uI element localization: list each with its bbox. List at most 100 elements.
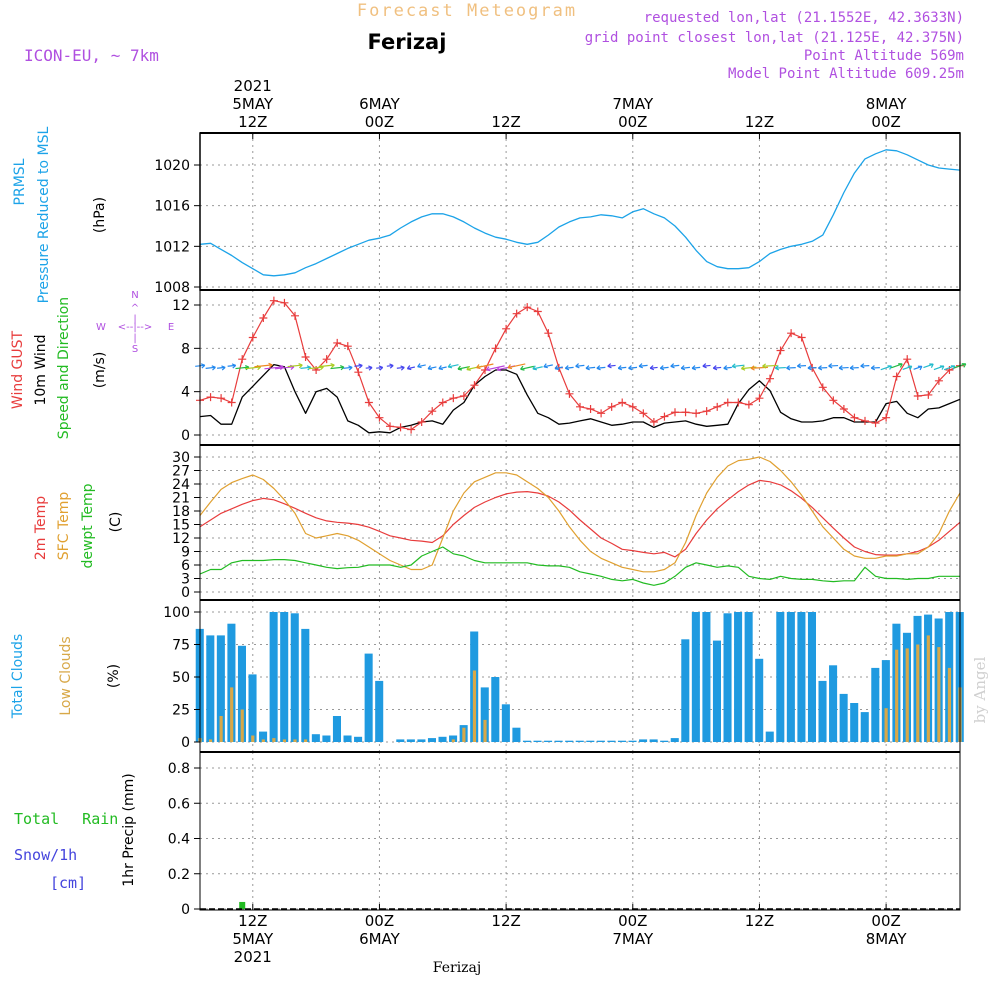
wind-dir-arrowhead xyxy=(929,363,934,368)
y-tick-label: 0 xyxy=(181,735,190,751)
wind-dir-arrowhead xyxy=(628,365,633,371)
gust-marker xyxy=(291,311,299,320)
gust-marker xyxy=(766,374,774,383)
gust-marker xyxy=(861,416,869,425)
wind-dir-arrowhead xyxy=(723,365,728,371)
wind-dir-arrow xyxy=(543,364,553,368)
wind-dir-arrow xyxy=(300,366,311,369)
footer-location: Ferizaj xyxy=(433,960,481,976)
gust-marker xyxy=(723,398,732,407)
wind-dir-arrowhead xyxy=(898,363,903,368)
gust-marker xyxy=(459,392,468,400)
panel-frame xyxy=(199,444,961,601)
wind-dir-arrowhead xyxy=(298,362,303,369)
wind-dir-arrowhead xyxy=(368,365,373,371)
y-tick-label: 1016 xyxy=(154,199,190,215)
total-clouds-bar xyxy=(807,612,816,742)
wind-dir-arrow xyxy=(775,366,786,369)
wind-dir-arrowhead xyxy=(691,365,697,371)
total-clouds-bar xyxy=(522,740,531,742)
total-clouds-bar xyxy=(290,613,299,742)
pressure-label-2: Pressure Reduced to MSL xyxy=(36,126,52,303)
gust-marker xyxy=(544,329,553,338)
wind-dir-arrowhead xyxy=(496,366,502,372)
total-clouds-label: Total Clouds xyxy=(10,634,26,719)
wind-dir-arrow xyxy=(244,366,261,370)
total-clouds-bar xyxy=(501,704,510,742)
gust-marker xyxy=(681,408,690,417)
gust-marker xyxy=(755,394,764,403)
y-tick-label: 4 xyxy=(181,385,190,401)
wind-dir-arrow xyxy=(596,366,606,369)
wind-dir-arrowhead xyxy=(457,365,463,371)
gust-marker xyxy=(797,333,806,342)
total-clouds-bar xyxy=(269,612,278,742)
wind-dir-arrow xyxy=(702,364,711,367)
wind-dir-arrow xyxy=(318,364,335,368)
total-clouds-bar xyxy=(544,740,553,742)
wind-speed-line xyxy=(199,363,961,434)
wind-dir-arrowhead xyxy=(417,363,422,369)
x-tick-label-top: 7MAY xyxy=(612,95,654,113)
wind-dir-arrow xyxy=(565,366,574,369)
total-clouds-bar xyxy=(765,731,774,742)
gust-marker xyxy=(924,390,933,399)
wind-dir-arrow xyxy=(476,363,494,369)
wind-dir-arrowhead xyxy=(466,365,471,371)
gust-marker xyxy=(839,405,848,413)
low-clouds-bar xyxy=(272,738,276,742)
wind-dir-arrowhead xyxy=(476,364,481,370)
total-clouds-bar xyxy=(617,740,626,742)
pressure-unit: (hPa) xyxy=(92,197,108,233)
wind-dir-arrowhead xyxy=(849,365,854,371)
total-clouds-bar xyxy=(280,612,289,742)
rain-label: Total Rain xyxy=(14,810,118,828)
wind-dir-arrowhead xyxy=(786,365,791,371)
total-clouds-bar xyxy=(343,735,352,742)
low-clouds-bar xyxy=(303,739,308,742)
total-clouds-bar xyxy=(860,712,869,742)
y-tick-label: 27 xyxy=(172,464,190,480)
y-tick-label: 1020 xyxy=(154,158,190,174)
gust-marker xyxy=(523,303,532,312)
x-tick-label-top: 6MAY xyxy=(359,95,401,113)
y-tick-label: 25 xyxy=(172,703,190,719)
gust-marker xyxy=(248,333,257,342)
wind-dir-arrow xyxy=(264,366,284,370)
axes-layer: 1008101210161020048120369121518212427300… xyxy=(154,77,907,966)
dewpt-label: dewpt Temp xyxy=(80,483,96,568)
svg-text:^: ^ xyxy=(131,303,139,314)
gust-marker xyxy=(882,413,891,422)
x-tick-label-bottom: 12Z xyxy=(238,912,267,930)
total-clouds-bar xyxy=(786,612,795,742)
info-line-1: grid point closest lon,lat (21.125E, 42.… xyxy=(585,30,964,46)
total-clouds-bar xyxy=(438,736,447,742)
wind-dir-arrow xyxy=(227,364,236,367)
gust-marker xyxy=(438,398,447,407)
wind-dir-arrowhead xyxy=(870,365,876,371)
gust-marker xyxy=(280,298,289,307)
low-clouds-label: Low Clouds xyxy=(58,636,74,715)
wind-dir-arrowhead xyxy=(774,365,780,371)
gust-marker xyxy=(671,408,679,417)
x-tick-label-bottom: 12Z xyxy=(745,912,774,930)
wind-dir-arrow xyxy=(354,364,363,367)
svg-text:|: | xyxy=(133,314,136,325)
wind-dir-arrow xyxy=(670,364,680,367)
wind-label: 10m Wind xyxy=(33,334,49,405)
gust-marker xyxy=(491,344,500,353)
wind-dir-arrow xyxy=(343,366,353,369)
wind-dir-arrow xyxy=(486,365,505,371)
x-tick-label-bottom: 8MAY xyxy=(866,930,908,948)
total-clouds-bar xyxy=(554,740,563,742)
wind-dir-arrowhead xyxy=(447,363,453,369)
wind-dir-arrowhead xyxy=(231,363,237,369)
gust-marker xyxy=(734,398,743,407)
wind-dir-arrowhead xyxy=(712,365,718,371)
total-clouds-bar xyxy=(850,703,859,742)
wind-dir-arrow xyxy=(890,363,903,369)
total-clouds-bar xyxy=(480,687,489,742)
gust-marker xyxy=(417,418,426,426)
wind-dir-arrow xyxy=(618,366,627,369)
wind-dir-arrowhead xyxy=(596,365,601,371)
